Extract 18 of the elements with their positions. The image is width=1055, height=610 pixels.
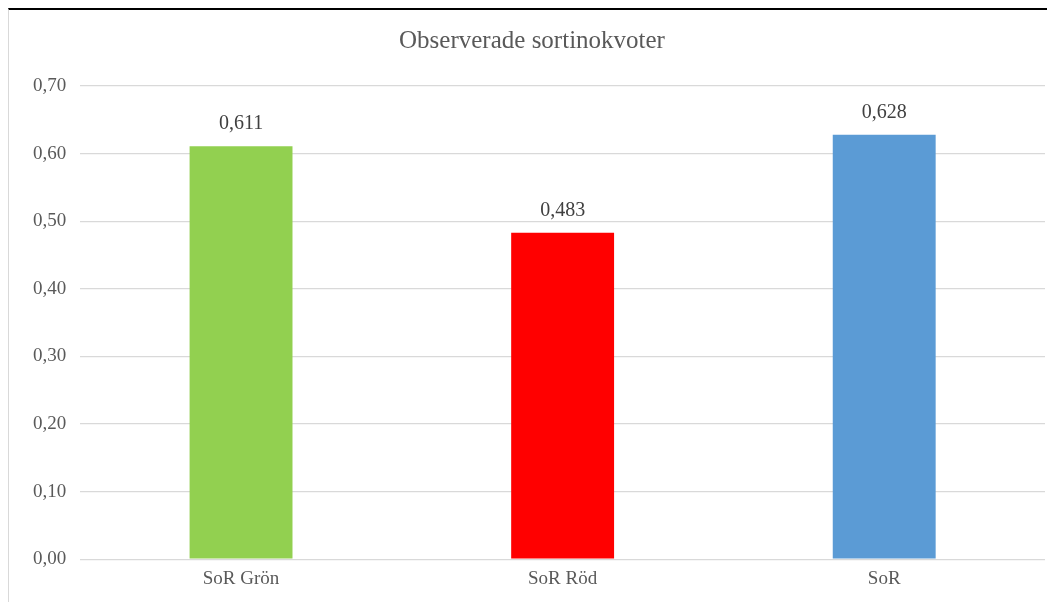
x-tick-label: SoR Röd bbox=[528, 566, 598, 588]
bar bbox=[189, 146, 293, 559]
bar bbox=[511, 232, 615, 559]
data-label: 0,628 bbox=[861, 99, 907, 122]
data-label: 0,611 bbox=[218, 111, 264, 134]
y-tick-label: 0,70 bbox=[33, 73, 67, 95]
bar bbox=[832, 134, 936, 559]
y-tick-label: 0,20 bbox=[33, 411, 67, 433]
y-tick-label: 0,50 bbox=[33, 209, 67, 231]
y-tick-label: 0,40 bbox=[33, 276, 67, 298]
y-tick-label: 0,00 bbox=[33, 547, 67, 569]
x-tick-label: SoR bbox=[867, 566, 901, 588]
chart-title: Observerade sortinokvoter bbox=[399, 25, 666, 53]
data-label: 0,483 bbox=[540, 197, 586, 220]
y-tick-label: 0,30 bbox=[33, 344, 67, 366]
y-tick-label: 0,60 bbox=[33, 141, 67, 163]
y-tick-label: 0,10 bbox=[33, 479, 67, 501]
x-tick-label: SoR Grön bbox=[202, 566, 280, 588]
